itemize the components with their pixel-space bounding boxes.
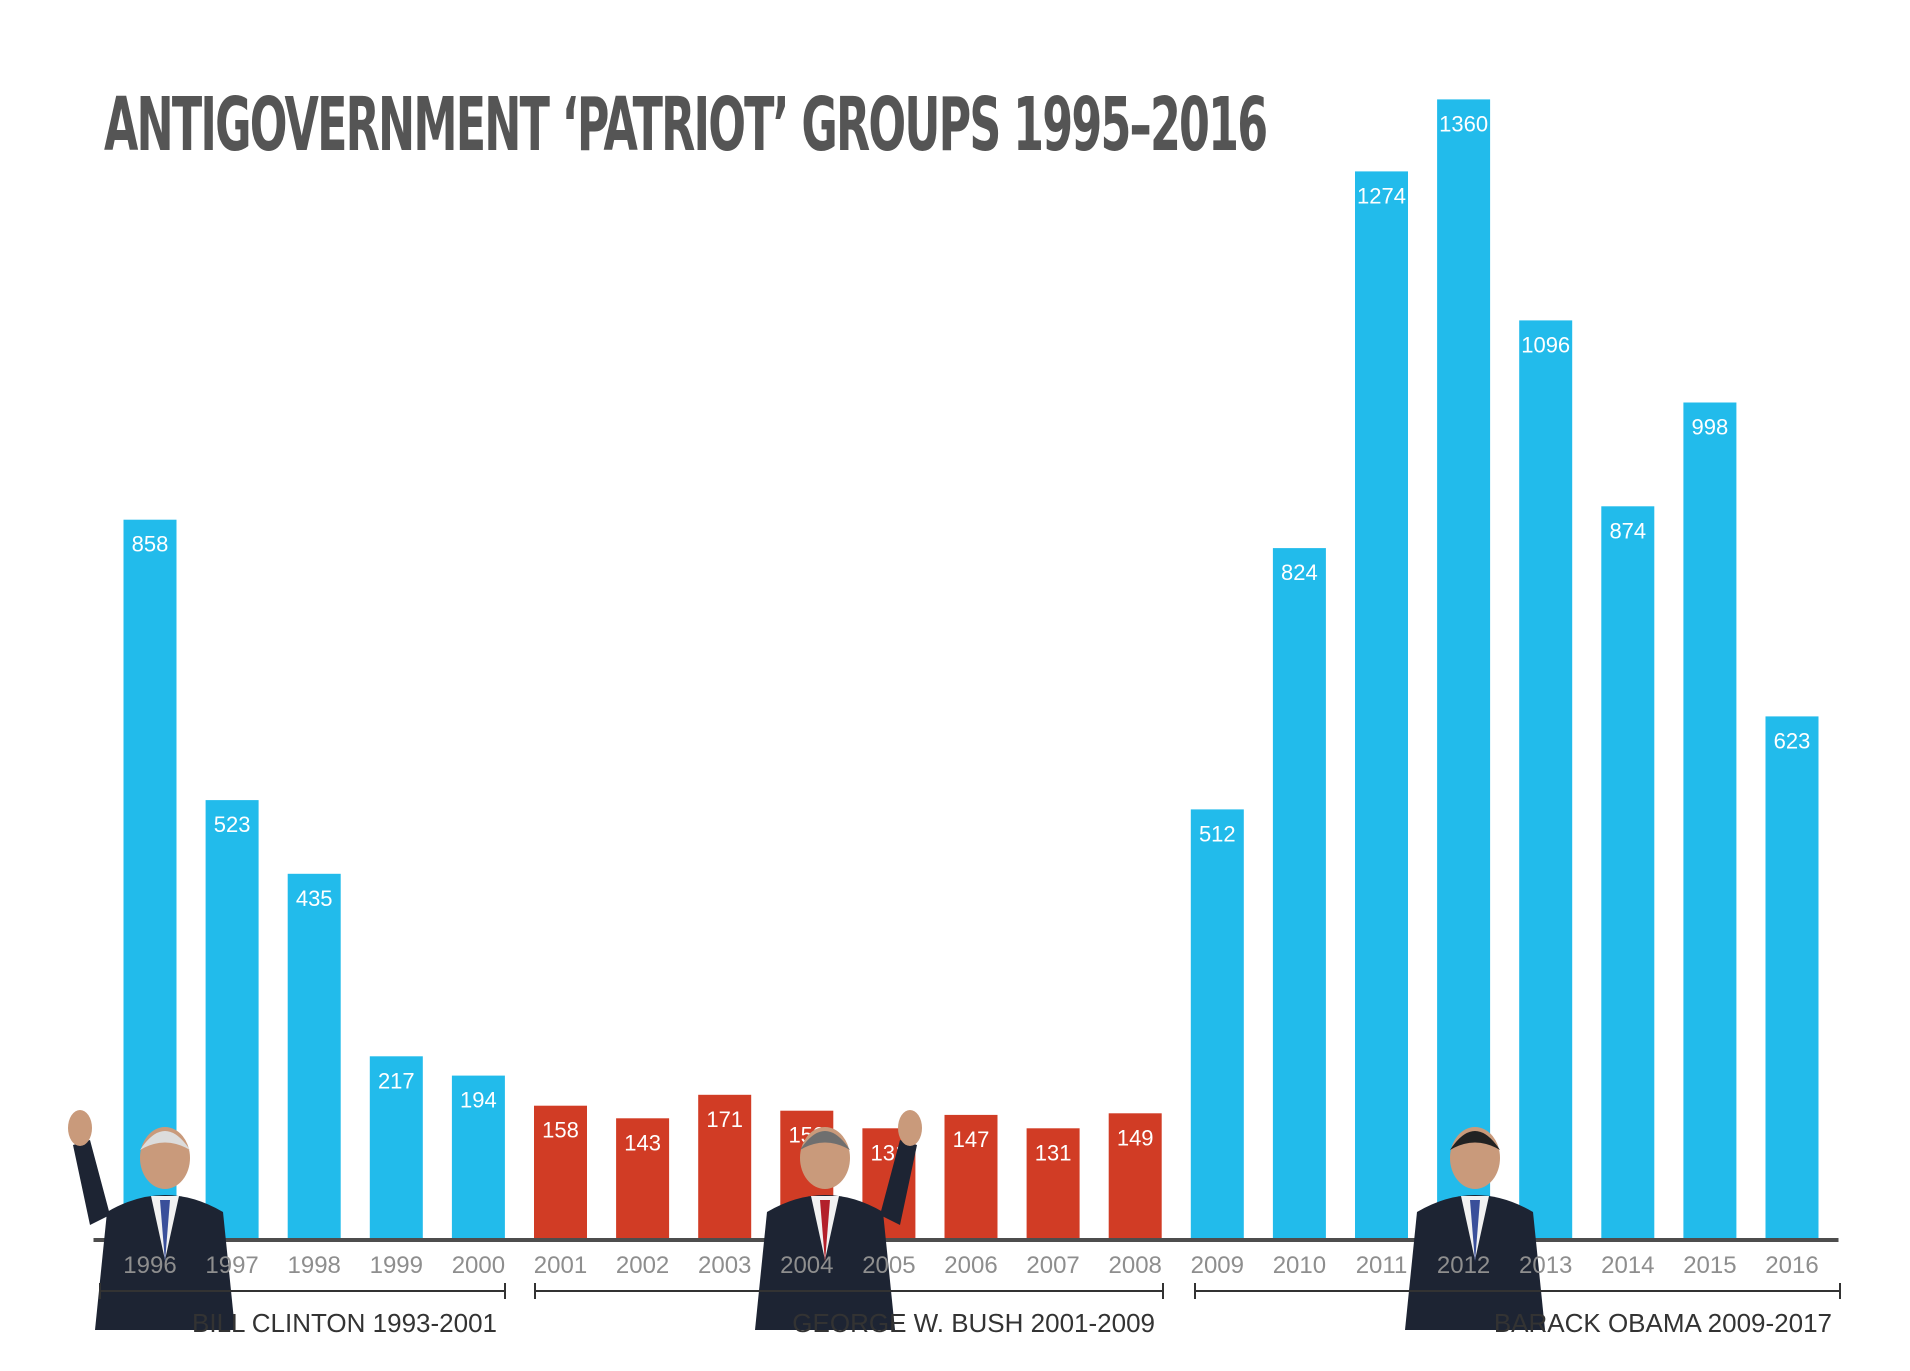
bar-2010 [1272,548,1326,1238]
data-label-2000: 194 [460,1088,497,1113]
data-label-2001: 158 [542,1118,579,1143]
bar-2016 [1765,716,1819,1238]
bar-2011 [1355,171,1408,1238]
data-label-2011: 1274 [1357,183,1406,208]
x-tick-label-2014: 2014 [1601,1252,1654,1279]
clinton-portrait-icon [68,1110,235,1330]
x-tick-label-2006: 2006 [944,1252,997,1279]
data-label-2008: 149 [1117,1125,1154,1150]
data-label-2009: 512 [1199,821,1236,846]
x-tick-label-1999: 1999 [370,1252,423,1279]
bar-2001 [534,1105,587,1238]
portraits-layer [68,1110,1545,1330]
bar-2015 [1683,402,1737,1238]
x-tick-label-2000: 2000 [452,1252,505,1279]
bar-2000 [451,1075,505,1238]
data-label-1996: 858 [132,532,169,557]
bars-layer [123,99,1819,1238]
x-tick-label-2005: 2005 [862,1252,915,1279]
x-tick-label-2007: 2007 [1026,1252,1079,1279]
x-tick-label-2003: 2003 [698,1252,751,1279]
x-tick-label-2009: 2009 [1191,1252,1244,1279]
bar-2007 [1026,1128,1080,1238]
presidency-label: BARACK OBAMA 2009-2017 [1494,1308,1832,1338]
presidency-range-0: BILL CLINTON 1993-2001 [99,1283,506,1338]
data-label-2006: 147 [953,1127,990,1152]
data-label-2013: 1096 [1521,332,1570,357]
data-label-2016: 623 [1774,728,1811,753]
data-label-1997: 523 [214,812,251,837]
presidency-range-2: BARACK OBAMA 2009-2017 [1194,1283,1841,1338]
x-tick-label-2004: 2004 [780,1252,833,1279]
x-tick-label-2016: 2016 [1765,1252,1818,1279]
bush-portrait-icon [755,1110,922,1330]
x-tick-label-1998: 1998 [288,1252,341,1279]
presidency-range-1: GEORGE W. BUSH 2001-2009 [534,1283,1164,1338]
data-label-1998: 435 [296,886,333,911]
obama-portrait-icon [1405,1127,1545,1330]
data-label-2003: 171 [706,1107,743,1132]
x-tick-label-2015: 2015 [1683,1252,1736,1279]
data-label-2015: 998 [1692,415,1729,440]
x-tick-label-2001: 2001 [534,1252,587,1279]
x-tick-label-1996: 1996 [123,1252,176,1279]
x-tick-label-2012: 2012 [1437,1252,1490,1279]
presidency-label: BILL CLINTON 1993-2001 [192,1308,497,1338]
bar-1999 [369,1056,423,1238]
data-label-2012: 1360 [1439,111,1488,136]
data-labels-layer: 8585234352171941581431711521311471311495… [132,111,1811,1165]
x-tick-labels-layer: 1996 1997 1998 1999 2000 2001 2002 2003 2004 2005… [123,1252,1818,1279]
bar-2009 [1190,809,1244,1238]
bar-2006 [944,1114,998,1238]
x-tick-label-1997: 1997 [205,1252,258,1279]
bar-1997 [205,800,259,1238]
bar-2003 [698,1094,752,1238]
data-label-2010: 824 [1281,560,1318,585]
x-tick-label-2011: 2011 [1356,1252,1408,1279]
bar-2002 [616,1118,670,1238]
x-tick-label-2008: 2008 [1109,1252,1162,1279]
bar-1996 [123,519,177,1238]
data-label-1999: 217 [378,1068,415,1093]
x-tick-label-2010: 2010 [1273,1252,1326,1279]
presidency-label: GEORGE W. BUSH 2001-2009 [792,1308,1155,1338]
bar-2008 [1108,1113,1162,1238]
chart-title: ANTIGOVERNMENT ‘PATRIOT’ GROUPS 1995–201… [104,82,1268,168]
data-label-2014: 874 [1609,518,1646,543]
bar-1998 [287,873,341,1238]
bar-2013 [1519,320,1573,1238]
bar-2014 [1601,506,1655,1238]
data-label-2007: 131 [1035,1140,1072,1165]
data-label-2002: 143 [624,1130,661,1155]
x-tick-label-2013: 2013 [1519,1252,1572,1279]
bar-2012 [1437,99,1491,1238]
presidency-ranges-layer: BILL CLINTON 1993-2001 GEORGE W. BUSH 200… [99,1283,1841,1338]
x-tick-label-2002: 2002 [616,1252,669,1279]
